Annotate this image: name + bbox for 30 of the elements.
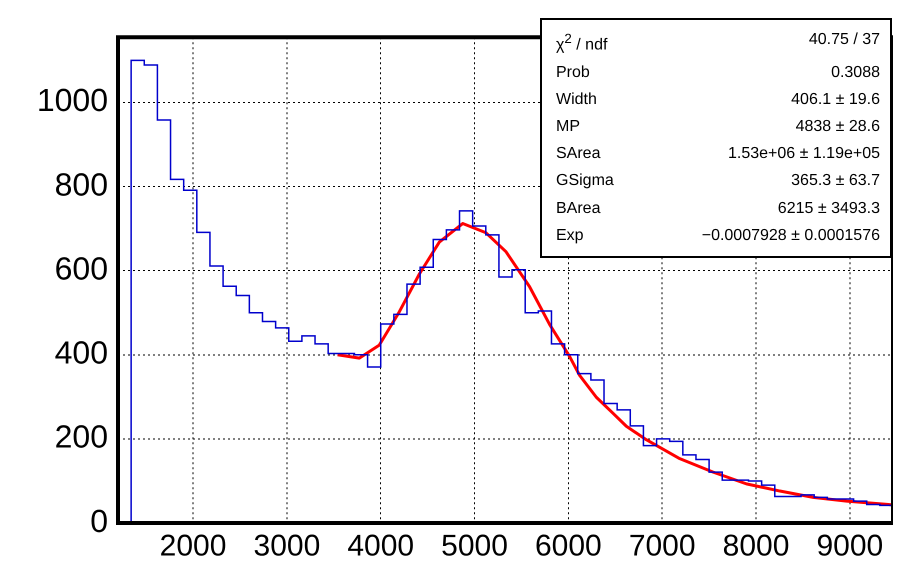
y-tick-label: 600 bbox=[54, 250, 108, 286]
x-tick-label: 5000 bbox=[441, 529, 508, 562]
y-tick-label: 0 bbox=[90, 502, 108, 539]
x-tick-label: 9000 bbox=[816, 529, 884, 562]
annotation: GSigma bbox=[556, 172, 614, 190]
annotation: 365.3 ± 63.7 bbox=[790, 172, 880, 190]
annotation: Exp bbox=[556, 226, 585, 245]
annotation: Width bbox=[556, 90, 598, 109]
annotation: 40.75 / 37 bbox=[808, 31, 880, 50]
annotation: MP bbox=[556, 118, 581, 136]
y-tick-label: 1000 bbox=[36, 82, 108, 118]
x-tick-label: 7000 bbox=[628, 529, 696, 562]
x-tick-label: 4000 bbox=[347, 529, 414, 562]
annotation: 0.3088 bbox=[830, 64, 880, 82]
annotation: −0.0007928 ± 0.0001576 bbox=[700, 226, 880, 245]
annotation: Prob bbox=[556, 64, 591, 82]
annotation: SArea bbox=[556, 145, 602, 164]
annotation: 4838 ± 28.6 bbox=[794, 118, 880, 136]
x-tick-label: 3000 bbox=[254, 529, 320, 562]
x-tick-label: 8000 bbox=[722, 529, 790, 562]
annotation: χ$^{2}$ / ndf bbox=[556, 31, 608, 54]
y-tick-label: 400 bbox=[54, 334, 108, 371]
y-tick-label: 200 bbox=[54, 418, 108, 455]
y-tick-label: 800 bbox=[54, 166, 108, 202]
annotation: 406.1 ± 19.6 bbox=[790, 90, 880, 109]
annotation: 6215 ± 3493.3 bbox=[776, 200, 880, 218]
x-tick-label: 2000 bbox=[160, 529, 226, 562]
annotation: 1.53e+06 ± 1.19e+05 bbox=[726, 145, 880, 164]
annotation: BArea bbox=[556, 200, 602, 218]
x-tick-label: 6000 bbox=[534, 529, 602, 562]
